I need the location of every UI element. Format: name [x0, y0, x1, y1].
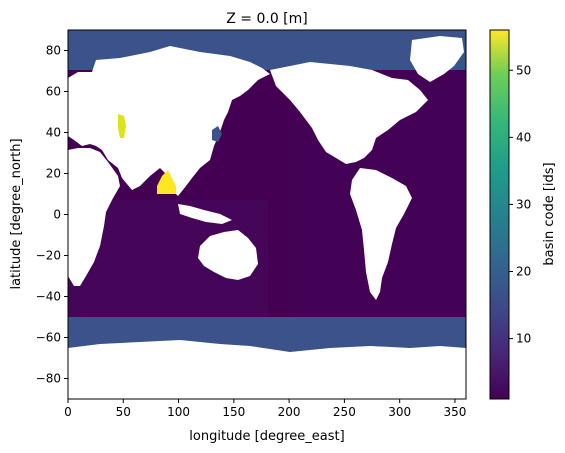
land-africa [68, 148, 120, 286]
sea-of-japan-basin [212, 126, 222, 142]
chart-title: Z = 0.0 [m] [226, 11, 308, 27]
y-tick-label: −80 [36, 372, 61, 386]
x-axis-ticks: 0 50 100 150 200 250 300 350 [64, 399, 466, 419]
x-tick-label: 100 [167, 405, 190, 419]
y-tick-label: 80 [46, 44, 61, 58]
x-tick-label: 300 [388, 405, 411, 419]
y-tick-label: 0 [53, 208, 61, 222]
land-antarctica [68, 340, 466, 399]
colorbar-tick-label: 50 [516, 63, 531, 77]
x-tick-label: 200 [278, 405, 301, 419]
map-plot [68, 30, 466, 399]
colorbar-tick-label: 30 [516, 197, 531, 211]
y-tick-label: −40 [36, 290, 61, 304]
colorbar-label: basin code [ids] [542, 162, 557, 265]
y-tick-label: 40 [46, 126, 61, 140]
y-tick-label: −20 [36, 249, 61, 263]
land-indonesia [178, 204, 232, 224]
colorbar [489, 29, 510, 400]
bay-of-bengal-basin [157, 170, 176, 194]
y-tick-label: 60 [46, 85, 61, 99]
x-tick-label: 250 [333, 405, 356, 419]
x-tick-label: 0 [64, 405, 72, 419]
x-tick-label: 150 [222, 405, 245, 419]
land-eurasia [68, 46, 270, 196]
colorbar-ticks: 10 20 30 40 50 [509, 63, 531, 346]
y-axis-label: latitude [degree_north] [9, 138, 24, 289]
x-tick-label: 350 [443, 405, 466, 419]
land-north-america [270, 62, 428, 164]
land-south-america [350, 168, 412, 300]
landmasses [68, 36, 466, 399]
x-tick-label: 50 [116, 405, 131, 419]
x-axis-label: longitude [degree_east] [189, 429, 344, 444]
colorbar-tick-label: 40 [516, 130, 531, 144]
y-axis-ticks: −80 −60 −40 −20 0 20 40 60 80 [36, 44, 68, 386]
land-australia [198, 230, 258, 280]
y-tick-label: −60 [36, 331, 61, 345]
colorbar-tick-label: 20 [516, 265, 531, 279]
colorbar-tick-label: 10 [516, 332, 531, 346]
caspian-basin [118, 114, 126, 138]
land-greenland [410, 36, 464, 82]
y-tick-label: 20 [46, 167, 61, 181]
